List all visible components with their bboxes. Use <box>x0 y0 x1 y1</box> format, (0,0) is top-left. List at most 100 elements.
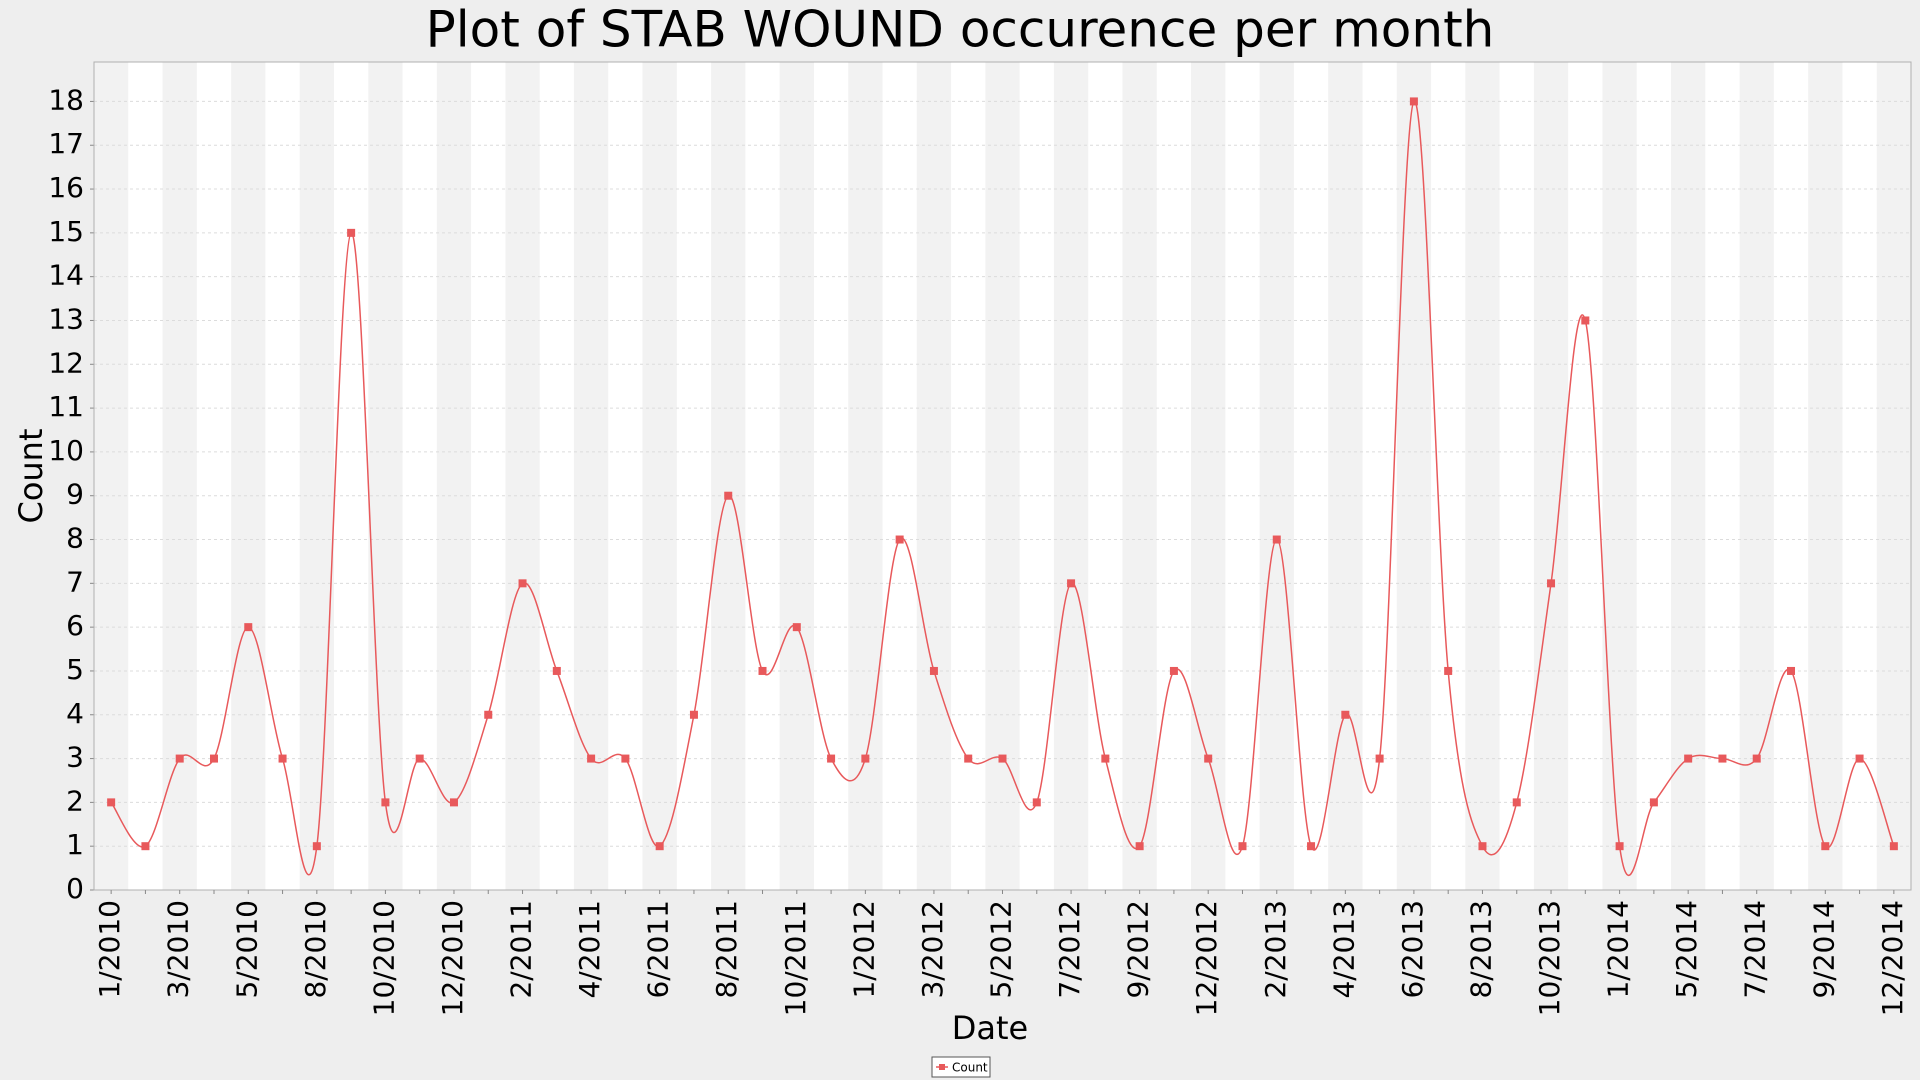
point-marker <box>1307 842 1316 851</box>
category-band <box>1259 62 1294 890</box>
point-marker <box>415 754 424 763</box>
y-tick-label: 5 <box>66 653 84 686</box>
y-tick-label: 10 <box>48 434 84 467</box>
category-band <box>848 62 883 890</box>
x-tick-label: 5/2010 <box>230 900 263 999</box>
point-marker <box>518 579 527 588</box>
category-band <box>505 62 540 890</box>
x-tick-label: 5/2012 <box>985 900 1018 999</box>
y-tick-label: 17 <box>48 127 84 160</box>
x-tick-label: 10/2010 <box>367 900 400 1016</box>
y-tick-label: 18 <box>48 83 84 116</box>
x-tick-label: 7/2014 <box>1739 900 1772 999</box>
point-marker <box>449 798 458 807</box>
x-tick-label: 1/2010 <box>93 900 126 999</box>
point-marker <box>1272 535 1281 544</box>
x-tick-label: 7/2012 <box>1053 900 1086 999</box>
point-marker <box>792 623 801 632</box>
x-tick-label: 9/2012 <box>1122 900 1155 999</box>
point-marker <box>621 754 630 763</box>
category-band <box>916 62 952 890</box>
y-tick-label: 3 <box>66 741 84 774</box>
point-marker <box>1889 842 1898 851</box>
point-marker <box>724 491 733 500</box>
point-marker <box>484 710 493 719</box>
category-band <box>1671 62 1706 890</box>
point-marker <box>381 798 390 807</box>
point-marker <box>1684 754 1693 763</box>
chart-title: Plot of STAB WOUND occurence per month <box>426 1 1495 59</box>
x-tick-label: 1/2014 <box>1602 900 1635 999</box>
y-tick-label: 1 <box>66 828 84 861</box>
point-marker <box>1649 798 1658 807</box>
point-marker <box>758 666 767 675</box>
category-band <box>299 62 334 890</box>
x-tick-label: 12/2014 <box>1876 900 1909 1016</box>
category-band <box>1053 62 1089 890</box>
x-tick-label: 9/2014 <box>1807 900 1840 999</box>
category-band <box>162 62 197 890</box>
x-tick-label: 2/2011 <box>505 900 538 999</box>
x-tick-label: 3/2010 <box>162 900 195 999</box>
x-tick-label: 10/2013 <box>1533 900 1566 1016</box>
point-marker <box>827 754 836 763</box>
point-marker <box>1581 316 1590 325</box>
x-tick-label: 10/2011 <box>779 900 812 1016</box>
point-marker <box>1615 842 1624 851</box>
category-band <box>1533 62 1569 890</box>
category-band <box>1739 62 1774 890</box>
point-marker <box>1238 842 1247 851</box>
category-band <box>1328 62 1363 890</box>
y-tick-label: 16 <box>48 171 84 204</box>
point-marker <box>1067 579 1076 588</box>
point-marker <box>1409 97 1418 106</box>
x-tick-label: 8/2011 <box>710 900 743 999</box>
point-marker <box>141 842 150 851</box>
category-band <box>1876 62 1911 890</box>
x-tick-label: 8/2013 <box>1464 900 1497 999</box>
point-marker <box>1204 754 1213 763</box>
point-marker <box>175 754 184 763</box>
x-tick-label: 4/2013 <box>1327 900 1360 999</box>
legend-marker <box>939 1064 945 1070</box>
x-tick-label: 8/2010 <box>299 900 332 999</box>
point-marker <box>861 754 870 763</box>
point-marker <box>278 754 287 763</box>
y-axis-label: Count <box>12 428 50 523</box>
y-tick-label: 9 <box>66 478 84 511</box>
x-tick-label: 12/2012 <box>1190 900 1223 1016</box>
point-marker <box>1787 666 1796 675</box>
category-band <box>985 62 1020 890</box>
category-band <box>1396 62 1432 890</box>
point-marker <box>587 754 596 763</box>
point-marker <box>1821 842 1830 851</box>
y-tick-label: 15 <box>48 215 84 248</box>
category-band <box>1602 62 1637 890</box>
x-tick-label: 5/2014 <box>1670 900 1703 999</box>
category-band <box>94 62 129 890</box>
point-marker <box>1444 666 1453 675</box>
point-marker <box>998 754 1007 763</box>
category-band <box>711 62 746 890</box>
legend-box <box>931 1056 991 1078</box>
point-marker <box>552 666 561 675</box>
point-marker <box>1375 754 1384 763</box>
category-band <box>436 62 472 890</box>
y-tick-label: 4 <box>66 697 84 730</box>
x-tick-label: 6/2011 <box>642 900 675 999</box>
x-tick-label: 6/2013 <box>1396 900 1429 999</box>
y-tick-label: 0 <box>66 872 84 905</box>
point-marker <box>1169 666 1178 675</box>
series-line <box>110 100 1895 877</box>
category-band <box>1808 62 1843 890</box>
x-tick-label: 2/2013 <box>1259 900 1292 999</box>
point-marker <box>1135 842 1144 851</box>
category-band <box>1465 62 1500 890</box>
point-marker <box>655 842 664 851</box>
category-band <box>1191 62 1226 890</box>
category-band <box>1122 62 1157 890</box>
category-band <box>573 62 609 890</box>
point-marker <box>895 535 904 544</box>
point-marker <box>209 754 218 763</box>
